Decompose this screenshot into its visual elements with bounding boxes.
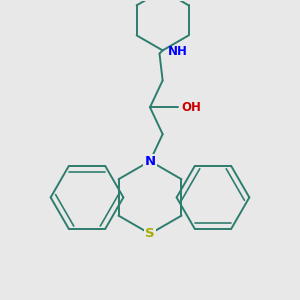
Text: OH: OH [182,101,202,114]
Text: S: S [145,227,155,240]
Text: NH: NH [167,46,187,59]
Text: N: N [144,154,156,168]
